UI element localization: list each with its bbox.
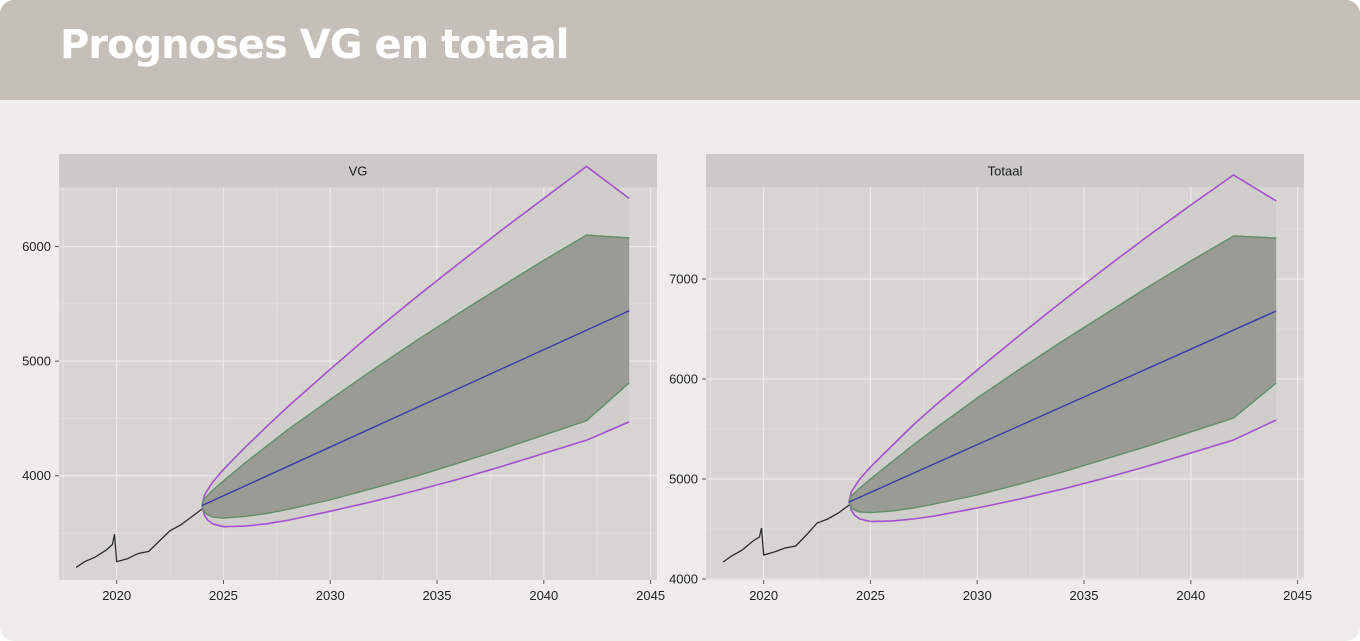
x-tick-label: 2030 — [316, 588, 345, 603]
band-80-lower-line — [201, 382, 630, 519]
band-95-upper-line — [201, 165, 630, 506]
y-tick-label: 4000 — [669, 572, 698, 587]
x-tick-label: 2030 — [963, 588, 992, 603]
chart-1: Totaal 2020 2025 2030 2035 2040 2045 4000 5000 60… — [669, 154, 1312, 603]
band-80-area — [202, 235, 630, 519]
x-tick-label: 2025 — [209, 588, 238, 603]
x-tick-label: 2035 — [1070, 588, 1099, 603]
band-80-lower-line — [848, 382, 1277, 514]
y-tick-label: 7000 — [669, 272, 698, 287]
x-tick-label: 2025 — [856, 588, 885, 603]
band-80-upper-line — [201, 234, 630, 506]
band-80-area — [849, 236, 1277, 513]
y-tick-label: 6000 — [22, 239, 51, 254]
x-tick-label: 2045 — [636, 588, 665, 603]
chart-0: VG 2020 2025 2030 2035 2040 2045 4000 5000 6000 — [22, 154, 665, 603]
x-tick-label: 2020 — [749, 588, 778, 603]
facet-strip — [59, 154, 657, 187]
band-95-upper-line — [848, 174, 1277, 503]
facet-strip — [706, 154, 1304, 187]
x-tick-label: 2020 — [102, 588, 131, 603]
header-bar: Prognoses VG en totaal — [0, 0, 1360, 100]
x-tick-label: 2045 — [1283, 588, 1312, 603]
y-tick-label: 5000 — [669, 472, 698, 487]
forecast-mean-line — [201, 310, 630, 507]
page-title: Prognoses VG en totaal — [60, 22, 569, 68]
x-tick-label: 2040 — [1176, 588, 1205, 603]
facet-title: VG — [349, 164, 368, 179]
y-tick-label: 4000 — [22, 468, 51, 483]
facet-title: Totaal — [988, 164, 1023, 179]
band-95-lower-line — [848, 419, 1277, 523]
x-tick-label: 2040 — [529, 588, 558, 603]
history-line — [722, 504, 850, 563]
y-tick-label: 5000 — [22, 354, 51, 369]
band-80-upper-line — [848, 235, 1277, 503]
x-tick-label: 2035 — [423, 588, 452, 603]
forecast-mean-line — [848, 310, 1277, 503]
y-tick-label: 6000 — [669, 372, 698, 387]
history-line — [75, 508, 203, 568]
band-95-lower-line — [201, 421, 630, 528]
